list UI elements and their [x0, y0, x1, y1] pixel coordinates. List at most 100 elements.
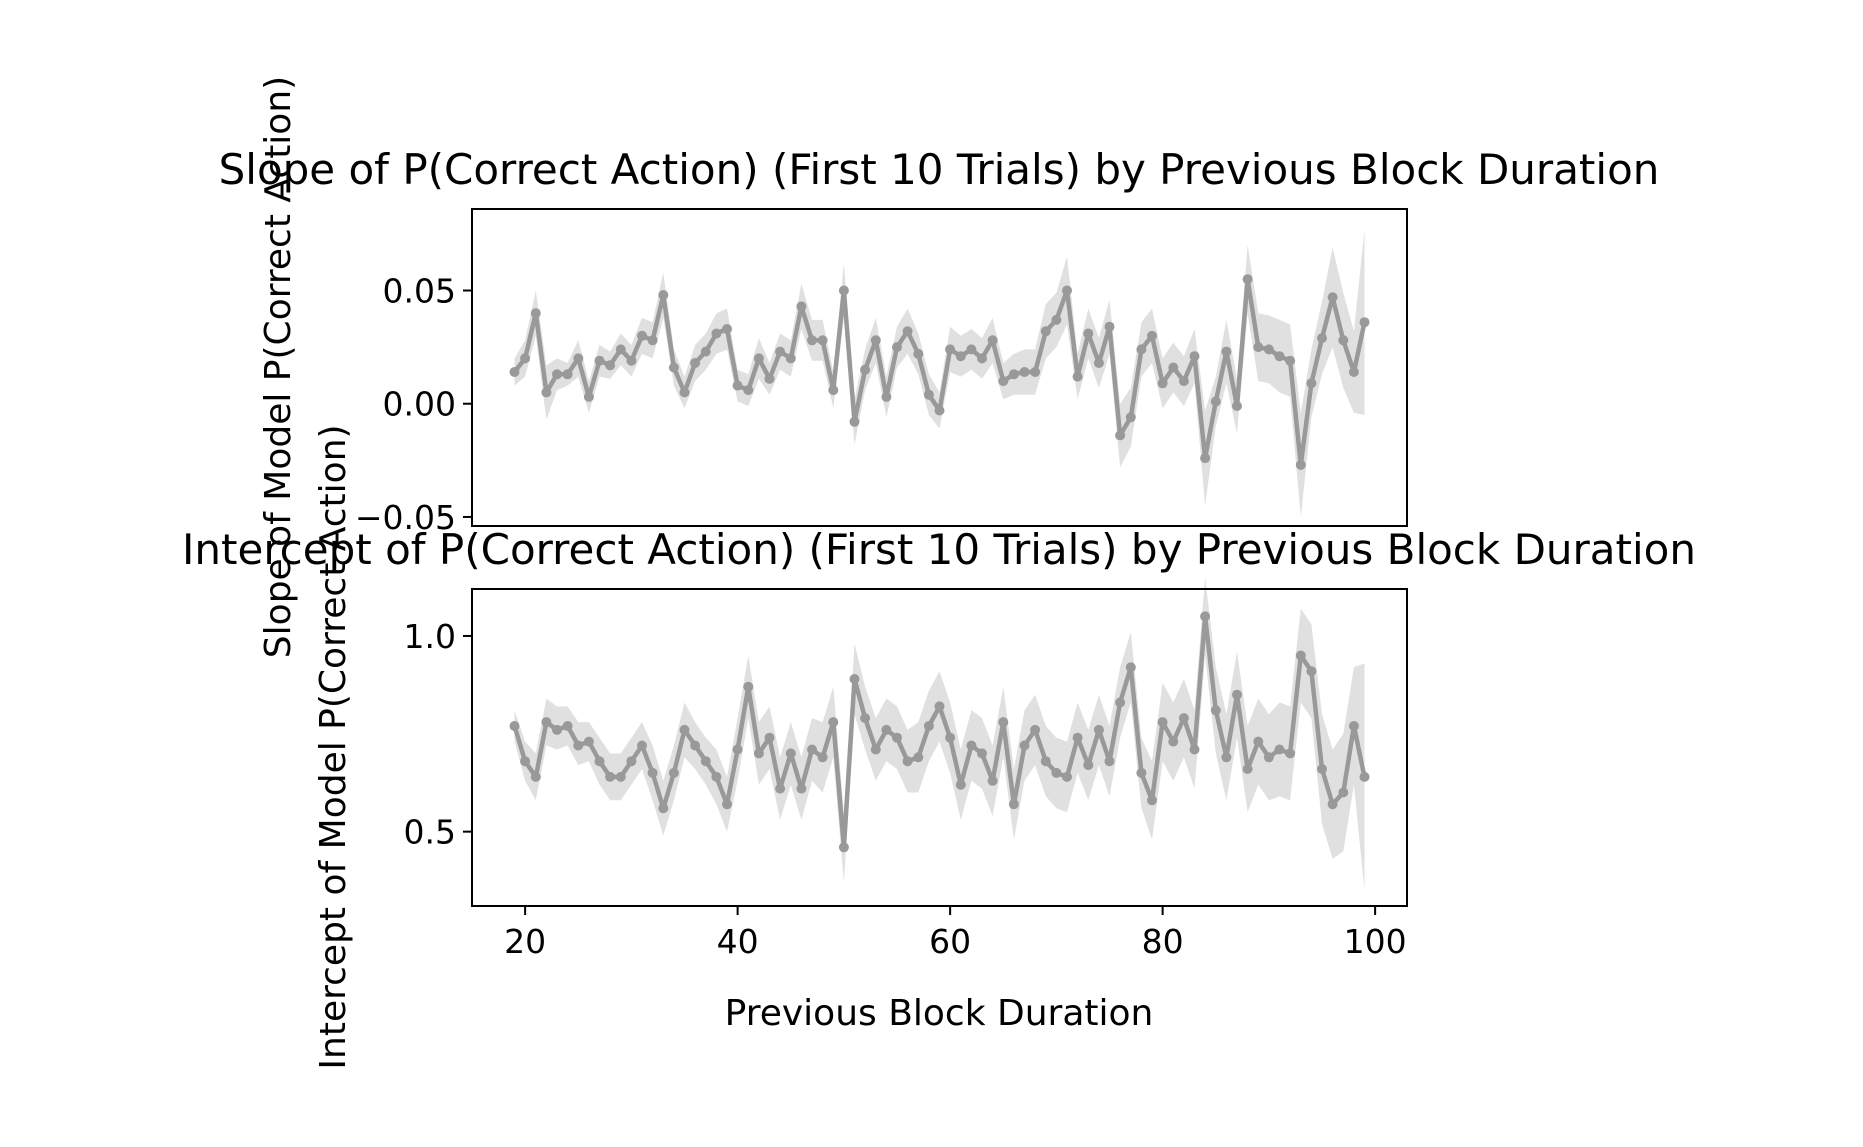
slope-data-point: [1189, 351, 1200, 362]
intercept-x-tick-layer: 20 40 60 80 100: [504, 906, 1407, 961]
slope-data-point: [1019, 367, 1030, 377]
intercept-data-point: [722, 799, 732, 810]
intercept-data-point: [966, 740, 977, 751]
slope-data-point: [807, 335, 817, 346]
slope-data-point: [1327, 292, 1338, 303]
slope-data-point: [1040, 326, 1051, 337]
intercept-data-point: [785, 748, 796, 759]
intercept-data-point: [626, 756, 637, 767]
slope-data-point: [817, 335, 828, 346]
slope-series-line: [512, 276, 1367, 468]
slope-data-point: [520, 353, 531, 364]
slope-data-point: [860, 364, 871, 375]
slope-point-layer: [509, 274, 1370, 470]
intercept-data-point: [807, 744, 817, 755]
intercept-y-tick-label: 0.5: [404, 813, 456, 852]
intercept-data-point: [1115, 697, 1126, 708]
intercept-data-point: [1274, 744, 1285, 755]
intercept-x-tick-label: 20: [504, 922, 546, 961]
slope-data-point: [1210, 396, 1221, 407]
intercept-data-point: [711, 771, 722, 782]
intercept-data-point: [1221, 752, 1232, 763]
intercept-data-point: [892, 732, 902, 743]
slope-line-layer: [512, 276, 1367, 468]
intercept-data-point: [1263, 752, 1274, 763]
slope-y-tick-layer: −0.05 0.00 0.05: [355, 272, 472, 537]
slope-data-point: [987, 335, 998, 346]
intercept-data-point: [1157, 717, 1168, 728]
intercept-data-point: [583, 736, 594, 747]
intercept-data-point: [1093, 724, 1104, 735]
intercept-data-point: [838, 842, 849, 853]
slope-data-point: [966, 344, 977, 355]
intercept-data-point: [764, 732, 775, 743]
intercept-data-point: [1210, 705, 1221, 716]
slope-data-point: [1338, 335, 1349, 346]
intercept-data-point: [1348, 721, 1359, 731]
slope-data-point: [690, 358, 701, 368]
slope-data-point: [1221, 346, 1232, 357]
slope-data-point: [552, 369, 562, 380]
intercept-data-point: [1040, 756, 1051, 767]
intercept-data-point: [1062, 771, 1072, 782]
intercept-data-point: [573, 740, 584, 751]
slope-y-tick-label: −0.05: [355, 498, 456, 537]
intercept-data-point: [1178, 713, 1189, 724]
slope-data-point: [509, 367, 520, 377]
slope-data-point: [1030, 367, 1041, 377]
slope-data-point: [1242, 274, 1253, 285]
intercept-data-point: [594, 756, 605, 767]
intercept-data-point: [1253, 736, 1264, 747]
intercept-x-tick-label: 100: [1344, 922, 1407, 961]
slope-panel: −0.05 0.00 0.05 Slope of P(Correct Action)…: [219, 76, 1660, 658]
slope-data-point: [679, 387, 690, 398]
intercept-data-point: [753, 748, 764, 759]
slope-confidence-band: [514, 229, 1365, 517]
intercept-data-point: [934, 701, 945, 712]
intercept-data-point: [1008, 799, 1019, 810]
slope-data-point: [1274, 351, 1285, 362]
slope-data-point: [530, 308, 541, 319]
slope-confidence-band-layer: [514, 229, 1365, 517]
intercept-data-point: [743, 681, 754, 692]
slope-data-point: [998, 376, 1009, 387]
intercept-data-point: [1306, 666, 1317, 677]
slope-data-point: [881, 391, 892, 402]
slope-data-point: [945, 344, 956, 355]
slope-data-point: [615, 344, 626, 355]
intercept-data-point: [615, 771, 626, 782]
slope-data-point: [955, 351, 966, 362]
slope-data-point: [1072, 371, 1083, 382]
slope-data-point: [1200, 453, 1211, 464]
slope-data-point: [1147, 330, 1157, 341]
slope-data-point: [1348, 367, 1359, 377]
slope-data-point: [1263, 344, 1274, 355]
intercept-plot-frame: [471, 588, 1408, 907]
slope-data-point: [753, 353, 764, 364]
intercept-y-tick-label: 1.0: [404, 617, 456, 656]
intercept-x-tick-label: 80: [1142, 922, 1184, 961]
slope-data-point: [573, 353, 584, 364]
intercept-x-tick-label: 40: [717, 922, 759, 961]
intercept-data-point: [509, 721, 520, 731]
slope-data-point: [743, 385, 754, 396]
intercept-data-point: [520, 756, 531, 767]
intercept-data-point: [530, 771, 541, 782]
intercept-data-point: [1125, 662, 1136, 673]
intercept-data-point: [849, 674, 860, 684]
intercept-data-point: [881, 724, 892, 735]
intercept-data-point: [923, 721, 934, 731]
intercept-data-point: [541, 717, 552, 728]
intercept-data-point: [658, 803, 669, 814]
intercept-data-point: [987, 775, 998, 786]
slope-y-axis-label: Slope of Model P(Correct Action): [258, 76, 299, 658]
slope-data-point: [796, 301, 807, 312]
intercept-data-point: [913, 752, 924, 763]
slope-plot-frame: [471, 208, 1408, 527]
intercept-data-point: [775, 783, 786, 794]
intercept-data-point: [796, 783, 807, 794]
slope-data-point: [902, 326, 913, 337]
slope-data-point: [1115, 430, 1126, 441]
slope-data-point: [541, 387, 552, 398]
intercept-data-point: [1242, 764, 1253, 774]
